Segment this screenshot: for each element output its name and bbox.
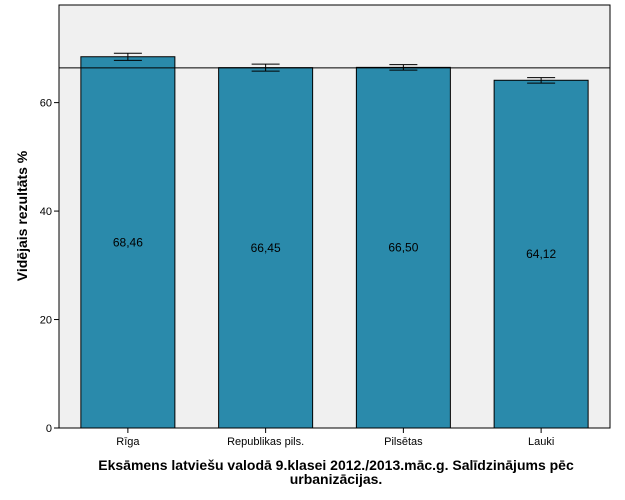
data-label: 66,45 xyxy=(251,241,281,255)
x-axis-title-line-1: Eksāmens latviešu valodā 9.klasei 2012./… xyxy=(98,457,574,473)
x-tick-label: Rīga xyxy=(116,436,140,448)
x-axis-title-line-2: urbanizācijas. xyxy=(290,471,383,487)
y-axis-title: Vidējais rezultāts % xyxy=(14,150,30,281)
data-label: 66,50 xyxy=(388,241,418,255)
data-label: 68,46 xyxy=(113,235,143,249)
x-tick-label: Lauki xyxy=(528,436,554,448)
bar xyxy=(80,56,176,429)
y-tick-label: 40 xyxy=(40,206,52,218)
x-tick-label: Republikas pils. xyxy=(227,436,304,448)
y-tick-label: 0 xyxy=(46,423,52,435)
bar xyxy=(493,79,589,429)
y-tick-label: 60 xyxy=(40,98,52,110)
bar xyxy=(355,66,451,429)
data-label: 64,12 xyxy=(526,247,556,261)
x-tick-label: Pilsētas xyxy=(384,436,423,448)
y-tick-label: 20 xyxy=(40,315,52,327)
